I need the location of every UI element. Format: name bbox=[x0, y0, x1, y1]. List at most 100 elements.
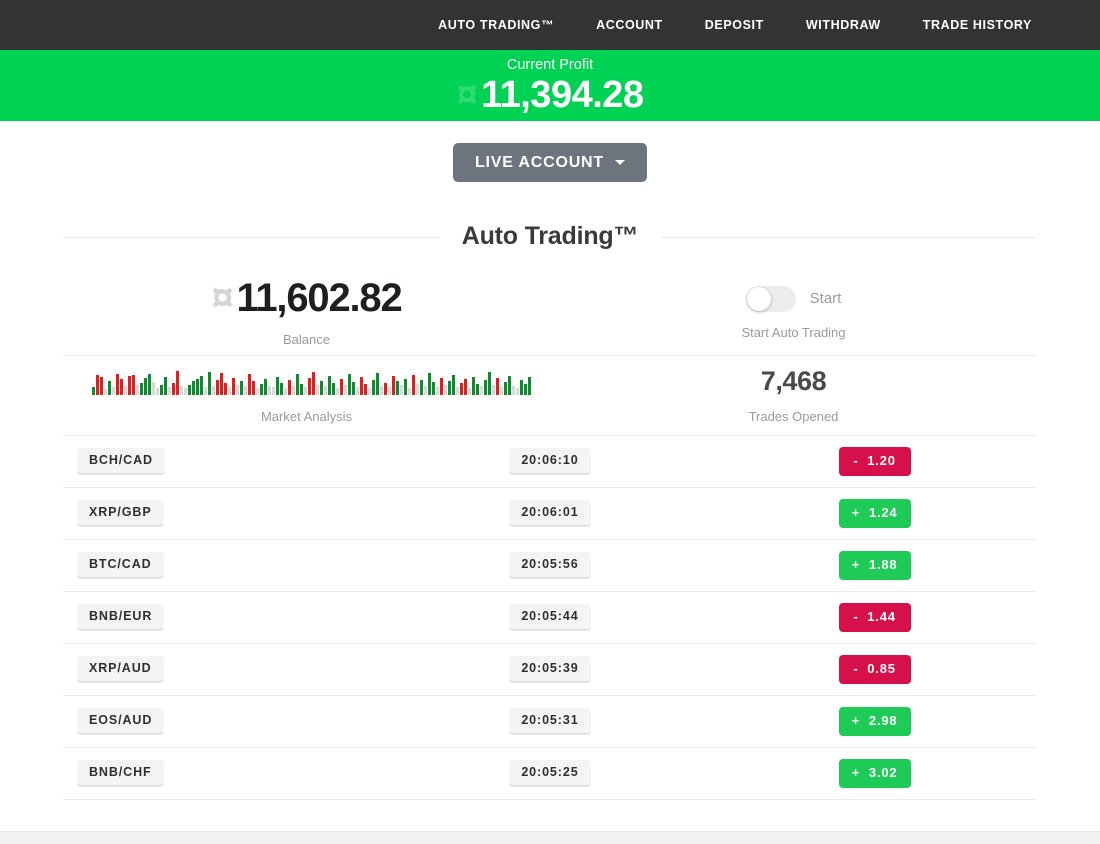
trade-result-sign: + bbox=[851, 765, 861, 781]
sparkline-bar bbox=[112, 386, 115, 395]
chevron-down-icon bbox=[615, 160, 625, 165]
trade-time-cell: 20:05:39 bbox=[388, 655, 713, 684]
nav-auto-trading[interactable]: AUTO TRADING™ bbox=[438, 18, 555, 32]
primary-navigation: AUTO TRADING™ ACCOUNT DEPOSIT WITHDRAW TRADE… bbox=[438, 18, 1032, 32]
trade-pair-badge[interactable]: BNB/CHF bbox=[77, 759, 164, 788]
sparkline-bar bbox=[384, 382, 387, 395]
market-analysis-sparkline bbox=[92, 369, 531, 395]
sparkline-bar bbox=[308, 377, 311, 395]
sparkline-bar bbox=[512, 385, 515, 395]
sparkline-bar bbox=[380, 385, 383, 395]
sparkline-bar bbox=[216, 379, 219, 395]
sparkline-bar bbox=[244, 385, 247, 395]
trades-opened-stat: 7,468 Trades Opened bbox=[550, 356, 1037, 435]
sparkline-bar bbox=[160, 384, 163, 395]
live-account-label: LIVE ACCOUNT bbox=[474, 153, 604, 171]
trade-value-cell: - 1.20 bbox=[712, 447, 1037, 476]
nav-trade-history[interactable]: TRADE HISTORY bbox=[922, 18, 1032, 32]
trade-result-badge[interactable]: - 1.44 bbox=[838, 603, 911, 632]
sparkline-bar bbox=[124, 385, 127, 395]
section-heading: Auto Trading™ bbox=[63, 222, 1037, 251]
trade-result-badge[interactable]: + 1.24 bbox=[838, 499, 911, 528]
sparkline-bar bbox=[144, 377, 147, 395]
sparkline-bar bbox=[428, 372, 431, 395]
trade-row: XRP/AUD 20:05:39 - 0.85 bbox=[63, 644, 1037, 696]
live-account-dropdown-button[interactable]: LIVE ACCOUNT bbox=[452, 143, 647, 182]
trade-pair-cell: BNB/CHF bbox=[63, 759, 388, 788]
sparkline-bar bbox=[188, 384, 191, 395]
trade-result-badge[interactable]: + 3.02 bbox=[838, 759, 911, 788]
toggle-state-label: Start bbox=[809, 290, 842, 307]
sparkline-bar bbox=[332, 382, 335, 395]
trade-time-badge: 20:05:31 bbox=[509, 707, 591, 736]
sparkline-bar bbox=[192, 380, 195, 395]
trade-pair-cell: XRP/AUD bbox=[63, 655, 388, 684]
sparkline-bar bbox=[100, 376, 103, 395]
trade-pair-badge[interactable]: BCH/CAD bbox=[77, 447, 165, 476]
trade-pair-badge[interactable]: BNB/EUR bbox=[77, 603, 165, 632]
sparkline-bar bbox=[248, 373, 251, 395]
sparkline-bar bbox=[312, 371, 315, 395]
sparkline-bar bbox=[496, 377, 499, 395]
sparkline-bar bbox=[140, 382, 143, 395]
trade-time-cell: 20:06:10 bbox=[388, 447, 713, 476]
sparkline-bar bbox=[292, 385, 295, 395]
trade-result-sign: - bbox=[853, 609, 859, 625]
trade-pair-badge[interactable]: XRP/GBP bbox=[77, 499, 164, 528]
sparkline-bar bbox=[460, 382, 463, 395]
sparkline-bar bbox=[424, 385, 427, 395]
trade-pair-cell: EOS/AUD bbox=[63, 707, 388, 736]
trade-result-amount: 1.20 bbox=[867, 453, 896, 469]
trade-result-badge[interactable]: - 0.85 bbox=[838, 655, 911, 684]
sparkline-bar bbox=[108, 380, 111, 395]
sparkline-bar bbox=[180, 385, 183, 395]
sparkline-bar bbox=[128, 375, 131, 395]
sparkline-bar bbox=[272, 386, 275, 395]
trade-time-cell: 20:05:56 bbox=[388, 551, 713, 580]
trade-result-amount: 1.44 bbox=[867, 609, 896, 625]
trade-pair-badge[interactable]: EOS/AUD bbox=[77, 707, 165, 736]
sparkline-bar bbox=[364, 383, 367, 395]
current-profit-value-wrap: ¤ 11,394.28 bbox=[456, 75, 644, 116]
sparkline-bar bbox=[152, 381, 155, 395]
sparkline-bar bbox=[228, 386, 231, 395]
nav-withdraw[interactable]: WITHDRAW bbox=[805, 18, 881, 32]
horizontal-scrollbar[interactable] bbox=[0, 831, 1100, 844]
trade-row: EOS/AUD 20:05:31 + 2.98 bbox=[63, 696, 1037, 748]
trade-result-badge[interactable]: + 1.88 bbox=[838, 551, 911, 580]
trade-result-badge[interactable]: - 1.20 bbox=[838, 447, 911, 476]
trade-time-badge: 20:06:01 bbox=[509, 499, 591, 528]
trade-time-badge: 20:05:39 bbox=[509, 655, 591, 684]
sparkline-bar bbox=[420, 379, 423, 395]
sparkline-bar bbox=[504, 381, 507, 395]
trade-value-cell: - 0.85 bbox=[712, 655, 1037, 684]
balance-value-wrap: ¤ 11,602.82 bbox=[212, 278, 403, 318]
trades-opened-value: 7,468 bbox=[760, 366, 827, 396]
sparkline-bar bbox=[376, 372, 379, 395]
trade-pair-cell: BNB/EUR bbox=[63, 603, 388, 632]
sparkline-bar bbox=[104, 388, 107, 395]
nav-account[interactable]: ACCOUNT bbox=[596, 18, 663, 32]
sparkline-bar bbox=[500, 386, 503, 395]
trade-pair-badge[interactable]: XRP/AUD bbox=[77, 655, 164, 684]
sparkline-bar bbox=[324, 385, 327, 395]
sparkline-bar bbox=[284, 387, 287, 395]
sparkline-bar bbox=[508, 375, 511, 395]
sparkline-bar bbox=[156, 387, 159, 395]
trade-result-badge[interactable]: + 2.98 bbox=[838, 707, 911, 736]
trade-value-cell: + 2.98 bbox=[712, 707, 1037, 736]
trade-pair-badge[interactable]: BTC/CAD bbox=[77, 551, 164, 580]
sparkline-bar bbox=[276, 376, 279, 395]
trade-pair-cell: XRP/GBP bbox=[63, 499, 388, 528]
sparkline-bar bbox=[316, 384, 319, 395]
trade-result-amount: 1.88 bbox=[868, 557, 898, 573]
trade-row: BTC/CAD 20:05:56 + 1.88 bbox=[63, 540, 1037, 592]
sparkline-bar bbox=[168, 386, 171, 395]
sparkline-bar bbox=[184, 387, 187, 395]
sparkline-bar bbox=[116, 373, 119, 395]
nav-deposit[interactable]: DEPOSIT bbox=[704, 18, 764, 32]
auto-trading-toggle[interactable] bbox=[745, 285, 796, 312]
sparkline-bar bbox=[252, 380, 255, 395]
current-profit-label: Current Profit bbox=[506, 56, 594, 73]
sparkline-bar bbox=[436, 386, 439, 395]
